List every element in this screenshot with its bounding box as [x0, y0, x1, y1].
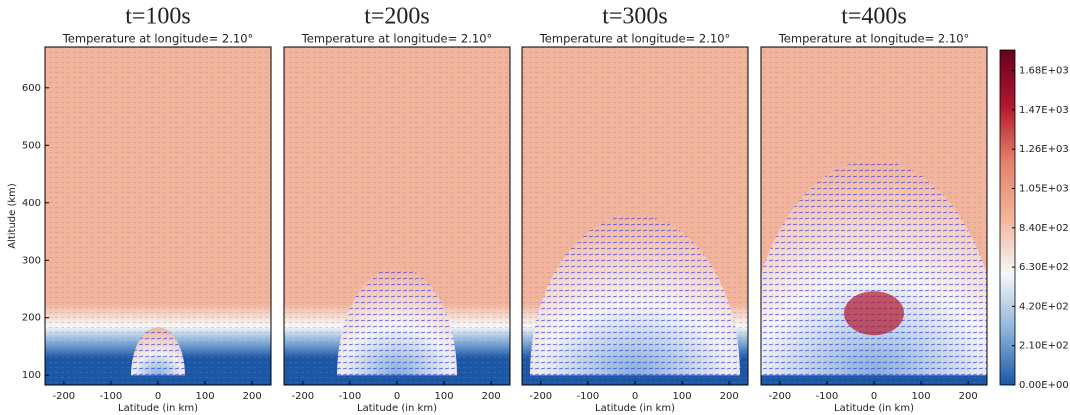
x-tick-label: -200 [52, 391, 75, 402]
panel-title: t=400s [841, 4, 907, 30]
colorbar-tick-label: 1.05E+03 [1019, 183, 1069, 194]
x-tick-label: -100 [816, 391, 839, 402]
x-tick-label: 200 [482, 391, 501, 402]
x-tick-label: 0 [155, 391, 161, 402]
panel-subtitle: Temperature at longitude= 2.10° [62, 32, 254, 46]
x-tick-label: -100 [339, 391, 362, 402]
plume-vectors [761, 160, 987, 376]
colorbar-tick-label: 4.20E+02 [1019, 301, 1069, 312]
x-tick-label: 100 [435, 391, 454, 402]
panel-title: t=100s [125, 4, 191, 30]
x-tick-label: 200 [243, 391, 262, 402]
x-tick-label: 200 [720, 391, 739, 402]
y-tick-label: 400 [22, 198, 41, 209]
x-axis-label: Latitude (in km) [118, 403, 198, 414]
x-tick-label: -200 [291, 391, 314, 402]
panel-subtitle: Temperature at longitude= 2.10° [778, 32, 970, 46]
x-axis-label: Latitude (in km) [834, 403, 914, 414]
x-tick-label: -200 [529, 391, 552, 402]
colorbar-tick-label: 1.47E+03 [1019, 105, 1069, 116]
y-tick-label: 500 [22, 140, 41, 151]
x-tick-label: 100 [196, 391, 215, 402]
plot-area [522, 47, 748, 385]
x-tick-label: 0 [871, 391, 877, 402]
plot-area [45, 47, 271, 385]
colorbar-tick-label: 6.30E+02 [1019, 262, 1069, 273]
x-tick-label: 0 [632, 391, 638, 402]
colorbar-tick-label: 0.00E+00 [1019, 380, 1069, 391]
x-tick-label: 100 [673, 391, 692, 402]
colorbar-tick-label: 2.10E+02 [1019, 341, 1069, 352]
panel-subtitle: Temperature at longitude= 2.10° [539, 32, 731, 46]
x-axis-label: Latitude (in km) [357, 403, 437, 414]
plot-area [761, 47, 987, 385]
colorbar-tick-label: 1.26E+03 [1019, 144, 1069, 155]
plume-vectors [131, 327, 185, 376]
y-tick-label: 200 [22, 313, 41, 324]
plot-area [284, 47, 510, 385]
panel-subtitle: Temperature at longitude= 2.10° [301, 32, 493, 46]
plume-vectors [337, 267, 457, 376]
panel-title: t=200s [364, 4, 430, 30]
x-axis-label: Latitude (in km) [595, 403, 675, 414]
x-tick-label: 200 [959, 391, 978, 402]
x-tick-label: -100 [100, 391, 123, 402]
colorbar-tick-label: 8.40E+02 [1019, 223, 1069, 234]
y-axis-label: Altitude (km) [7, 183, 18, 249]
x-tick-label: 0 [394, 391, 400, 402]
hot-core [844, 291, 904, 336]
x-tick-label: 100 [912, 391, 931, 402]
panel-title: t=300s [602, 4, 668, 30]
colorbar [999, 49, 1016, 386]
y-tick-label: 600 [22, 83, 41, 94]
y-tick-label: 100 [22, 370, 41, 381]
x-tick-label: -200 [768, 391, 791, 402]
x-tick-label: -100 [577, 391, 600, 402]
y-tick-label: 300 [22, 255, 41, 266]
colorbar-tick-label: 1.68E+03 [1019, 66, 1069, 77]
plume-vectors [530, 215, 740, 376]
